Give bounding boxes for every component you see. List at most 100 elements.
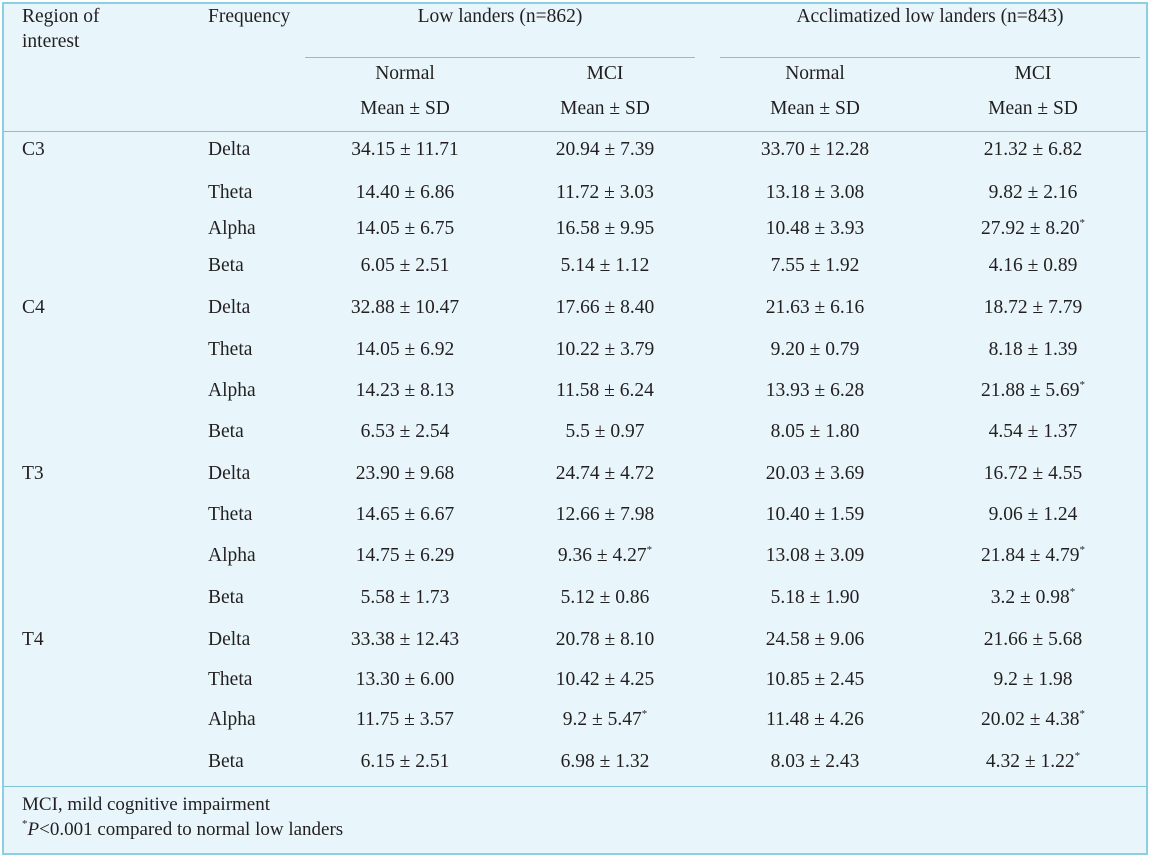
cell-lm: 11.58 ± 6.24 [505, 379, 705, 403]
cell-value: 10.22 ± 3.79 [555, 339, 655, 360]
cell-ln: 32.88 ± 10.47 [305, 296, 505, 320]
cell-freq: Beta [208, 420, 244, 444]
cell-value: 32.88 ± 10.47 [350, 297, 460, 318]
stat-accl-normal: Mean ± SD [770, 98, 860, 119]
cell-an: 21.63 ± 6.16 [715, 296, 915, 320]
cell-value: 34.15 ± 11.71 [351, 139, 459, 160]
cell-value: 6.15 ± 2.51 [360, 751, 450, 772]
header-bottom-rule [4, 131, 1146, 132]
cell-value: 21.88 ± 5.69 [981, 380, 1080, 401]
cell-an: 13.93 ± 6.28 [715, 379, 915, 403]
cell-value: 4.16 ± 0.89 [988, 255, 1078, 276]
cell-ln: 6.15 ± 2.51 [305, 750, 505, 774]
cell-ln: 14.05 ± 6.92 [305, 338, 505, 362]
cell-ln: 14.05 ± 6.75 [305, 217, 505, 241]
stat-low-normal: Mean ± SD [360, 98, 450, 119]
cell-lm: 20.94 ± 7.39 [505, 138, 705, 162]
cell-value: 6.53 ± 2.54 [360, 421, 450, 442]
cell-value: 6.98 ± 1.32 [560, 751, 650, 772]
cell-value: C3 [22, 139, 45, 160]
table-bottom-rule [4, 786, 1146, 787]
cell-value: 14.23 ± 8.13 [355, 380, 455, 401]
cell-freq: Delta [208, 296, 250, 320]
cell-value: Alpha [208, 218, 256, 239]
cell-freq: Theta [208, 181, 252, 205]
cell-an: 11.48 ± 4.26 [715, 708, 915, 732]
cell-value: Delta [208, 629, 251, 650]
cell-value: Delta [208, 463, 251, 484]
cell-am: 3.2 ± 0.98* [933, 586, 1133, 610]
cell-value: 13.30 ± 6.00 [355, 669, 455, 690]
cell-value: 6.05 ± 2.51 [360, 255, 450, 276]
significance-mark: * [646, 544, 653, 556]
cell-lm: 24.74 ± 4.72 [505, 462, 705, 486]
cell-value: Theta [208, 182, 253, 203]
cell-value: 9.06 ± 1.24 [988, 504, 1078, 525]
footnote-asterisk: * [22, 818, 28, 830]
cell-value: 33.70 ± 12.28 [760, 139, 870, 160]
cell-an: 5.18 ± 1.90 [715, 586, 915, 610]
subheader-accl-mci: MCI [1014, 63, 1052, 84]
cell-region: T3 [22, 462, 44, 486]
cell-value: 9.2 ± 5.47 [562, 709, 642, 730]
cell-value: 13.08 ± 3.09 [765, 545, 865, 566]
cell-value: 8.18 ± 1.39 [988, 339, 1078, 360]
cell-ln: 11.75 ± 3.57 [305, 708, 505, 732]
subheader-accl-normal: Normal [785, 63, 845, 84]
cell-am: 9.82 ± 2.16 [933, 181, 1133, 205]
cell-value: 5.12 ± 0.86 [560, 587, 650, 608]
cell-region: C4 [22, 296, 45, 320]
stat-low-mci: Mean ± SD [560, 98, 650, 119]
cell-value: 5.58 ± 1.73 [360, 587, 450, 608]
cell-value: 9.20 ± 0.79 [770, 339, 860, 360]
cell-lm: 20.78 ± 8.10 [505, 628, 705, 652]
cell-value: 21.63 ± 6.16 [765, 297, 865, 318]
cell-an: 13.18 ± 3.08 [715, 181, 915, 205]
group-rule-acclimatized [720, 57, 1140, 58]
cell-am: 21.84 ± 4.79* [933, 544, 1133, 568]
cell-an: 10.85 ± 2.45 [715, 668, 915, 692]
cell-value: 4.32 ± 1.22 [985, 751, 1075, 772]
significance-mark: * [1079, 544, 1085, 556]
cell-an: 10.48 ± 3.93 [715, 217, 915, 241]
cell-value: 21.84 ± 4.79 [981, 545, 1080, 566]
cell-value: Alpha [208, 709, 256, 730]
cell-am: 21.32 ± 6.82 [933, 138, 1133, 162]
cell-value: 13.18 ± 3.08 [765, 182, 865, 203]
cell-am: 18.72 ± 7.79 [933, 296, 1133, 320]
cell-lm: 5.5 ± 0.97 [505, 420, 705, 444]
cell-value: 11.48 ± 4.26 [766, 709, 864, 730]
footnote-significance: *P<0.001 compared to normal low landers [22, 818, 343, 842]
cell-an: 10.40 ± 1.59 [715, 503, 915, 527]
cell-value: 3.2 ± 0.98 [990, 587, 1070, 608]
cell-lm: 9.2 ± 5.47* [505, 708, 705, 732]
cell-an: 13.08 ± 3.09 [715, 544, 915, 568]
cell-ln: 6.53 ± 2.54 [305, 420, 505, 444]
cell-am: 16.72 ± 4.55 [933, 462, 1133, 486]
cell-value: 20.78 ± 8.10 [555, 629, 655, 650]
cell-am: 21.88 ± 5.69* [933, 379, 1133, 403]
cell-value: 14.75 ± 6.29 [355, 545, 455, 566]
cell-ln: 14.75 ± 6.29 [305, 544, 505, 568]
cell-value: Beta [208, 255, 244, 276]
cell-value: 11.75 ± 3.57 [356, 709, 454, 730]
cell-region: C3 [22, 138, 45, 162]
cell-lm: 10.42 ± 4.25 [505, 668, 705, 692]
cell-value: 23.90 ± 9.68 [355, 463, 455, 484]
significance-mark: * [1079, 708, 1085, 720]
header-region-line1: Region of [22, 6, 100, 27]
cell-lm: 9.36 ± 4.27* [505, 544, 705, 568]
significance-mark: * [1079, 379, 1085, 391]
cell-value: 5.18 ± 1.90 [770, 587, 860, 608]
cell-region: T4 [22, 628, 44, 652]
cell-value: 8.05 ± 1.80 [770, 421, 860, 442]
cell-lm: 5.12 ± 0.86 [505, 586, 705, 610]
cell-am: 9.06 ± 1.24 [933, 503, 1133, 527]
cell-value: 18.72 ± 7.79 [983, 297, 1083, 318]
cell-freq: Beta [208, 750, 244, 774]
cell-value: 20.94 ± 7.39 [555, 139, 655, 160]
significance-mark: * [1074, 750, 1081, 762]
cell-value: Delta [208, 297, 251, 318]
cell-value: Alpha [208, 545, 256, 566]
group-rule-low [305, 57, 695, 58]
